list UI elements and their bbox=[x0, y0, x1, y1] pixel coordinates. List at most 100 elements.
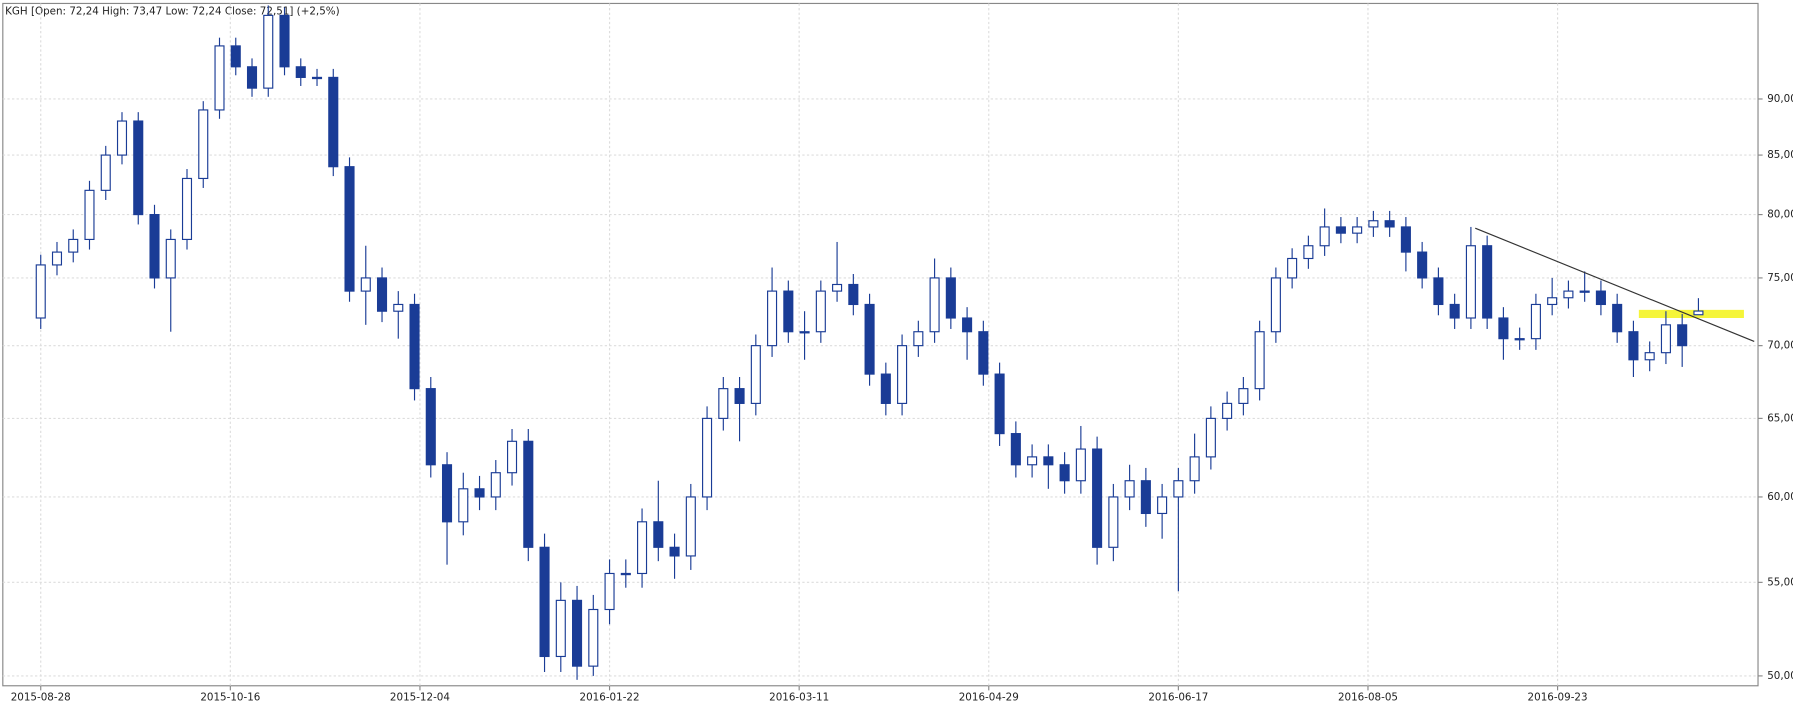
candle-body bbox=[1384, 220, 1395, 228]
candle-body bbox=[1482, 245, 1493, 319]
candle-body bbox=[393, 303, 404, 312]
candle-body bbox=[929, 277, 940, 333]
y-tick-label: 70,00 bbox=[1767, 340, 1793, 352]
candle-body bbox=[133, 120, 144, 216]
candle-body bbox=[35, 264, 46, 319]
candle-body bbox=[994, 373, 1005, 435]
x-tick-label: 2015-08-28 bbox=[11, 691, 71, 703]
candle-body bbox=[458, 488, 469, 523]
candle-body bbox=[653, 521, 664, 548]
candle-body bbox=[945, 277, 956, 319]
candle-body bbox=[425, 388, 436, 466]
x-tick-label: 2015-12-04 bbox=[390, 691, 450, 703]
candle-body bbox=[767, 290, 778, 347]
candle-body bbox=[1254, 331, 1265, 390]
candle-body bbox=[539, 546, 550, 658]
chart-title: KGH [Open: 72,24 High: 73,47 Low: 72,24 … bbox=[5, 5, 340, 17]
x-tick-label: 2016-09-23 bbox=[1528, 691, 1588, 703]
candle-body bbox=[181, 177, 193, 241]
y-tick-label: 65,00 bbox=[1767, 412, 1793, 424]
candle-body bbox=[864, 303, 875, 375]
candle-body bbox=[1530, 303, 1541, 340]
candle-body bbox=[214, 45, 225, 111]
candle-body bbox=[1547, 297, 1558, 306]
candle-body bbox=[1108, 496, 1119, 548]
candle-body bbox=[311, 76, 323, 80]
candle-body bbox=[116, 120, 128, 156]
y-tick-label: 60,00 bbox=[1767, 491, 1793, 503]
y-tick-label: 85,00 bbox=[1767, 149, 1793, 161]
candle-body bbox=[1287, 257, 1298, 279]
candle-body bbox=[1563, 290, 1574, 299]
candle-body bbox=[1173, 480, 1184, 498]
candle-body bbox=[1205, 417, 1216, 458]
candle-body bbox=[1514, 338, 1525, 341]
candle-body bbox=[848, 283, 859, 306]
candle-body bbox=[149, 214, 160, 279]
candle-body bbox=[1433, 277, 1444, 306]
candle-body bbox=[1579, 290, 1590, 293]
x-tick-label: 2016-06-17 bbox=[1148, 691, 1208, 703]
candle-body bbox=[376, 277, 388, 312]
highlight-zone bbox=[1638, 309, 1744, 318]
candle-body bbox=[1660, 324, 1671, 354]
candle-body bbox=[815, 290, 826, 333]
candle-body bbox=[1368, 220, 1379, 228]
candle-body bbox=[750, 345, 761, 404]
candle-body bbox=[555, 599, 566, 658]
x-tick-label: 2015-10-16 bbox=[200, 691, 260, 703]
candle-body bbox=[718, 388, 729, 419]
candle-body bbox=[832, 283, 843, 292]
x-tick-label: 2016-08-05 bbox=[1338, 691, 1398, 703]
candle-body bbox=[1644, 352, 1655, 361]
candle-body bbox=[1319, 226, 1330, 247]
y-tick-label: 90,00 bbox=[1767, 93, 1793, 105]
candle-body bbox=[523, 440, 534, 548]
y-tick-label: 80,00 bbox=[1767, 209, 1793, 221]
candle-body bbox=[1075, 448, 1086, 482]
candle-body bbox=[1222, 402, 1233, 419]
y-tick-label: 55,00 bbox=[1767, 576, 1793, 588]
candle-body bbox=[669, 546, 680, 557]
candle-body bbox=[1628, 331, 1639, 361]
y-tick-label: 50,00 bbox=[1767, 670, 1793, 682]
candle-body bbox=[474, 488, 485, 498]
candle-body bbox=[1157, 496, 1168, 515]
candle-body bbox=[1124, 480, 1135, 498]
plot-frame bbox=[2, 2, 1759, 687]
candle-body bbox=[1693, 310, 1704, 316]
candle-body bbox=[1400, 226, 1411, 253]
candle-body bbox=[962, 317, 973, 333]
candle-body bbox=[51, 251, 63, 266]
candle-body bbox=[441, 464, 453, 523]
x-tick-label: 2016-03-11 bbox=[769, 691, 829, 703]
candle-body bbox=[685, 496, 696, 557]
y-tick-label: 75,00 bbox=[1767, 272, 1793, 284]
candle-body bbox=[1677, 324, 1688, 347]
candle-body bbox=[344, 166, 355, 292]
candle-body bbox=[1352, 226, 1363, 234]
candle-body bbox=[604, 572, 615, 611]
candle-body bbox=[165, 238, 176, 279]
candle-body bbox=[637, 521, 648, 575]
candle-body bbox=[702, 417, 713, 498]
candle-body bbox=[799, 331, 810, 334]
candle-body bbox=[1270, 277, 1281, 333]
candle-body bbox=[198, 109, 209, 180]
candle-body bbox=[1010, 433, 1021, 466]
candle-body bbox=[588, 608, 599, 667]
candle-body bbox=[1595, 290, 1606, 306]
candle-body bbox=[1238, 388, 1249, 404]
candle-body bbox=[328, 76, 339, 168]
candle-body bbox=[360, 277, 371, 292]
candle-body bbox=[978, 331, 989, 375]
candle-body bbox=[506, 440, 518, 474]
candle-body bbox=[100, 154, 111, 191]
candle-body bbox=[68, 238, 79, 253]
candle-body bbox=[409, 303, 420, 390]
candle-body bbox=[1059, 464, 1070, 482]
candle-body bbox=[1449, 303, 1460, 319]
candle-body bbox=[490, 472, 501, 498]
candle-body bbox=[913, 331, 924, 347]
